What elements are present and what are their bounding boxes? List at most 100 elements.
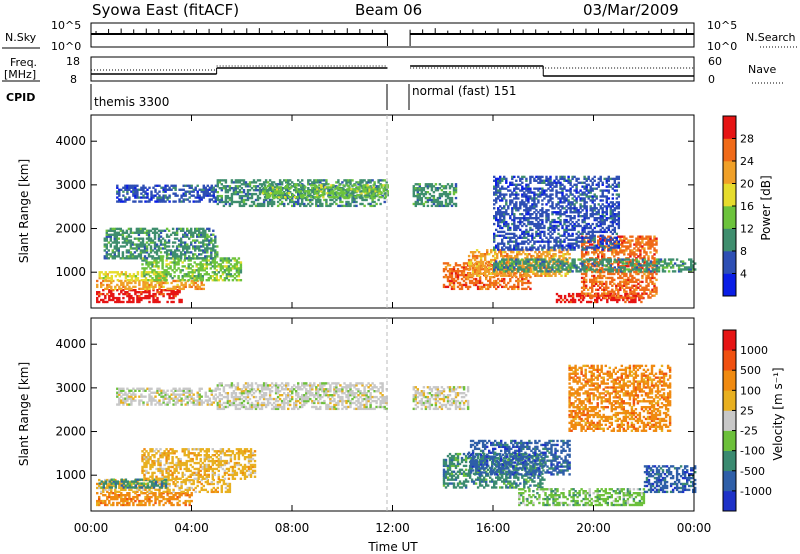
heatmap-cell [448,279,452,283]
heatmap-cell [603,258,606,261]
heatmap-cell [591,278,594,282]
heatmap-cell [635,241,638,244]
heatmap-cell [221,259,225,262]
heatmap-cell [450,204,454,208]
heatmap-cell [645,278,648,282]
heatmap-cell [186,249,189,252]
heatmap-cell [224,185,228,188]
heatmap-cell [555,260,558,263]
heatmap-cell [487,285,490,289]
heatmap-cell [325,179,328,182]
heatmap-cell [145,233,149,236]
heatmap-cell [467,254,471,258]
heatmap-cell [164,281,167,285]
heatmap-cell [637,268,641,271]
heatmap-cell [440,200,444,204]
heatmap-cell [497,189,500,192]
heatmap-cell [185,267,188,270]
heatmap-cell [567,266,570,269]
heatmap-cell [509,240,512,243]
heatmap-cell [625,257,628,260]
heatmap-cell [508,270,511,274]
heatmap-cell [533,211,536,214]
heatmap-cell [194,241,197,244]
heatmap-cell [618,298,621,302]
heatmap-cell [554,254,557,258]
heatmap-cell [515,279,518,283]
heatmap-cell [475,256,479,260]
heatmap-cell [637,247,640,250]
heatmap-cell [204,235,207,238]
heatmap-cell [543,260,546,263]
heatmap-cell [134,289,137,292]
heatmap-cell [513,266,516,269]
heatmap-cell [116,296,119,300]
heatmap-cell [261,190,265,193]
heatmap-cell [302,188,305,191]
heatmap-cell [641,267,644,270]
heatmap-cell [177,259,180,262]
heatmap-cell [507,222,510,226]
heatmap-cell [525,185,528,188]
heatmap-cell [517,268,520,271]
heatmap-cell [131,253,135,256]
heatmap-cell [156,200,159,203]
heatmap-cell [655,237,658,240]
heatmap-cell [591,282,594,286]
heatmap-cell [184,257,187,260]
heatmap-cell [523,236,526,239]
heatmap-cell [621,241,624,244]
heatmap-cell [641,280,644,284]
heatmap-cell [515,285,518,289]
heatmap-cell [228,196,232,200]
heatmap-cell [234,179,238,182]
heatmap-cell [690,258,693,261]
heatmap-cell [519,242,522,245]
heatmap-cell [681,264,685,267]
heatmap-cell [521,283,524,287]
heatmap-cell [509,228,512,232]
heatmap-cell [625,241,628,244]
heatmap-cell [136,192,139,195]
heatmap-cell [519,201,522,204]
heatmap-cell [493,268,496,271]
heatmap-cell [129,241,133,244]
heatmap-cell [189,263,192,266]
heatmap-cell [497,266,500,269]
heatmap-cell [571,298,575,302]
heatmap-cell [477,262,481,266]
heatmap-cell [497,209,500,212]
heatmap-cell [422,192,426,196]
heatmap-cell [375,185,378,188]
heatmap-cell [288,196,291,199]
heatmap-cell [170,291,173,294]
heatmap-cell [205,279,209,282]
heatmap-cell [188,229,191,232]
heatmap-cell [113,251,117,254]
heatmap-cell [106,285,109,289]
heatmap-cell [517,175,520,179]
heatmap-cell [203,263,207,266]
heatmap-cell [222,179,226,182]
heatmap-cell [175,237,179,240]
heatmap-cell [109,243,113,246]
heatmap-cell [611,278,614,282]
heatmap-cell [172,200,175,203]
heatmap-cell [580,280,584,284]
heatmap-cell [271,190,275,193]
heatmap-cell [155,275,158,278]
heatmap-cell [229,263,233,266]
heatmap-cell [123,231,127,234]
heatmap-cell [494,253,497,256]
heatmap-cell [153,279,156,282]
heatmap-cell [196,200,199,203]
heatmap-cell [130,186,133,189]
heatmap-cell [123,239,127,242]
heatmap-cell [320,194,323,197]
heatmap-cell [581,294,585,298]
heatmap-cell [593,258,596,261]
heatmap-cell [527,258,530,261]
heatmap-cell [248,204,252,208]
heatmap-cell [331,202,334,206]
heatmap-cell [98,273,101,276]
